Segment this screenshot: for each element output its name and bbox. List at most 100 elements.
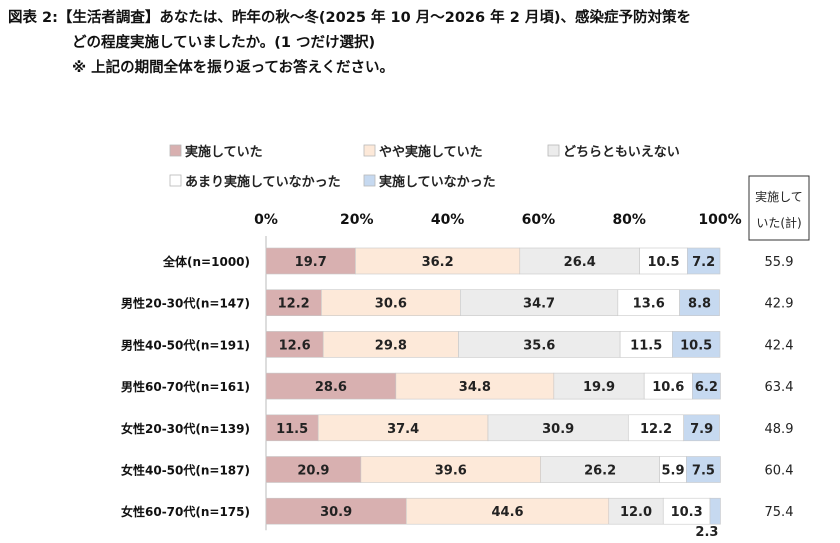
bar-segment-r0-s3	[639, 247, 688, 275]
bar-segment-r6-s1	[405, 497, 610, 525]
category-label-4: 女性20-30代(n=139)	[121, 421, 250, 436]
bar-segment-r6-s2	[608, 497, 664, 525]
x-tick-label-1: 20%	[340, 212, 374, 228]
totals-header-line-0: 実施して	[755, 189, 803, 204]
data-label-r4-s0: 11.5	[276, 422, 308, 437]
bar-segment-r5-s2	[540, 456, 660, 483]
category-labels: 全体(n=1000) 男性20-30代(n=147) 男性40-50代(n=191)…	[121, 254, 250, 519]
bar-segment-r4-s2	[487, 414, 629, 442]
data-label-r2-s0: 12.6	[279, 338, 311, 353]
data-label-r2-s3: 11.5	[630, 338, 662, 353]
bar-segment-r2-s1	[322, 331, 459, 358]
total-value-6: 75.4	[765, 505, 794, 520]
legend-swatch-3	[169, 174, 182, 187]
legend-swatch-1	[363, 144, 376, 157]
bar-segment-r1-s3	[617, 289, 680, 317]
total-value-3: 63.4	[765, 380, 794, 395]
bar-segment-r3-s2	[553, 372, 645, 400]
x-tick-label-0: 0%	[254, 212, 278, 228]
data-label-r0-s4: 7.2	[692, 255, 715, 270]
data-label-r4-s4: 7.9	[690, 422, 713, 437]
data-label-r0-s0: 19.7	[295, 255, 327, 270]
legend-swatch-2	[547, 144, 560, 157]
total-value-5: 60.4	[765, 464, 794, 479]
data-label-r1-s2: 34.7	[523, 297, 555, 312]
legend-label-4: 実施していなかった	[379, 174, 496, 190]
category-label-6: 女性60-70代(n=175)	[121, 504, 250, 519]
data-label-r1-s0: 12.2	[278, 297, 310, 312]
data-label-r6-s3: 10.3	[671, 505, 703, 520]
legend-label-0: 実施していた	[185, 144, 263, 160]
bar-segment-r0-s4	[687, 247, 721, 275]
bar-segment-r5-s1	[360, 456, 541, 483]
data-label-r6-s0: 30.9	[320, 505, 352, 520]
data-label-r6-s4: 2.3	[695, 525, 718, 540]
x-tick-label-2: 40%	[431, 212, 465, 228]
legend-label-1: やや実施していた	[379, 144, 483, 160]
data-label-r4-s1: 37.4	[387, 422, 419, 437]
data-label-r4-s3: 12.2	[640, 422, 672, 437]
bar-segment-r5-s4	[686, 456, 721, 483]
bar-segment-r2-s2	[458, 331, 621, 358]
bar-segment-r2-s0	[265, 331, 324, 358]
data-label-r1-s3: 13.6	[633, 297, 665, 312]
bar-segment-r6-s0	[265, 497, 407, 525]
data-label-r2-s4: 10.5	[680, 338, 712, 353]
total-value-0: 55.9	[765, 255, 794, 270]
data-label-r1-s4: 8.8	[688, 297, 711, 312]
bar-segment-r1-s1	[321, 289, 461, 317]
bar-segment-r3-s1	[395, 372, 555, 400]
category-label-5: 女性40-50代(n=187)	[121, 463, 250, 478]
data-label-r5-s0: 20.9	[297, 464, 329, 479]
totals-column: 55.9 42.9 42.4 63.4 48.9 60.4 75.4	[765, 255, 794, 520]
data-label-r5-s4: 7.5	[692, 464, 715, 479]
bar-segment-r0-s0	[265, 247, 356, 275]
data-label-r5-s1: 39.6	[435, 464, 467, 479]
data-label-r2-s2: 35.6	[523, 338, 555, 353]
bars: 19.7 36.2 26.4 10.5 7.2 12.2 30.6 34.7 13.6 8.8 12…	[265, 247, 721, 540]
data-label-r3-s4: 6.2	[695, 380, 718, 395]
data-label-r2-s1: 29.8	[375, 338, 407, 353]
bar-segment-r5-s0	[265, 456, 362, 483]
totals-header-box: 実施していた(計)	[748, 175, 810, 241]
bar-segment-r4-s0	[265, 414, 319, 442]
category-label-3: 男性60-70代(n=161)	[121, 379, 250, 394]
totals-header-line-1: いた(計)	[756, 215, 801, 230]
data-label-r6-s1: 44.6	[491, 505, 523, 520]
data-label-r5-s2: 26.2	[584, 464, 616, 479]
data-label-r3-s1: 34.8	[459, 380, 491, 395]
data-label-r0-s1: 36.2	[422, 255, 454, 270]
category-label-2: 男性40-50代(n=191)	[121, 337, 250, 352]
bar-segment-r2-s4	[672, 331, 721, 358]
category-label-0: 全体(n=1000)	[162, 254, 250, 269]
total-value-4: 48.9	[765, 422, 794, 437]
data-label-r0-s2: 26.4	[564, 255, 596, 270]
data-label-r0-s3: 10.5	[647, 255, 679, 270]
data-label-r3-s2: 19.9	[583, 380, 615, 395]
data-label-r4-s2: 30.9	[542, 422, 574, 437]
bar-segment-r5-s3	[659, 456, 687, 483]
bar-segment-r3-s4	[692, 372, 721, 400]
total-value-1: 42.9	[765, 297, 794, 312]
title-line-3: ※ 上記の期間全体を振り返ってお答えください。	[72, 60, 395, 76]
data-label-r6-s2: 12.0	[620, 505, 652, 520]
data-label-r3-s0: 28.6	[315, 380, 347, 395]
category-label-1: 男性20-30代(n=147)	[121, 296, 250, 311]
x-tick-label-5: 100%	[698, 212, 741, 228]
bar-segment-r1-s4	[679, 289, 720, 317]
x-tick-label-4: 80%	[612, 212, 646, 228]
data-label-r3-s3: 10.6	[652, 380, 684, 395]
bar-segment-r1-s0	[265, 289, 322, 317]
chart-title: 図表 2:【生活者調査】あなたは、昨年の秋～冬(2025 年 10 月～2026…	[8, 6, 834, 81]
title-line-2: どの程度実施していましたか。(1 つだけ選択)	[72, 35, 376, 51]
totals-header-frame	[748, 175, 810, 241]
legend-label-2: どちらともいえない	[563, 145, 680, 160]
bar-segment-r1-s2	[460, 289, 619, 317]
legend-swatch-0	[169, 144, 182, 157]
title-line-1: 図表 2:【生活者調査】あなたは、昨年の秋～冬(2025 年 10 月～2026…	[8, 10, 691, 26]
data-label-r5-s3: 5.9	[661, 464, 684, 479]
bar-segment-r6-s4	[709, 497, 721, 525]
legend-swatch-4	[363, 174, 376, 187]
